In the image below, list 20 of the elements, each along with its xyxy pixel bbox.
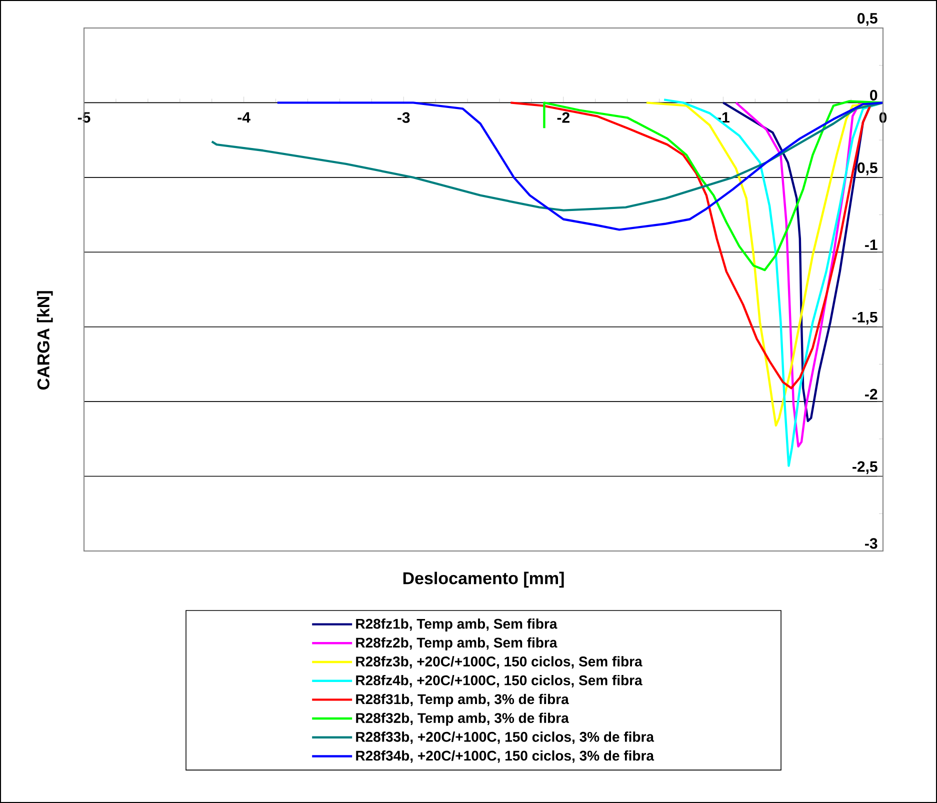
legend-label: R28f32b, Temp amb, 3% de fibra: [356, 712, 569, 726]
y-tick-label: 0,5: [858, 12, 878, 26]
y-tick-label: -1: [865, 240, 878, 250]
y-tick-label: 0: [870, 90, 878, 101]
y-tick-label: -2,5: [852, 461, 878, 474]
x-tick-label: -4: [238, 112, 250, 123]
x-axis-title: Deslocamento [mm]: [403, 572, 564, 588]
legend-label: R28fz2b, Temp amb, Sem fibra: [356, 637, 558, 650]
y-tick-label: -1,5: [852, 312, 878, 325]
legend-label: R28f34b, +20C/+100C, 150 ciclos, 3% de fibra: [356, 750, 654, 763]
legend-label: R28f31b, Temp amb, 3% de fibra: [356, 694, 569, 707]
legend-label: R28fz3b, +20C/+100C, 150 ciclos, Sem fibra: [356, 656, 642, 668]
x-tick-label: -2: [557, 112, 570, 123]
y-tick-label: -3: [865, 538, 878, 549]
y-tick-label: -2: [865, 388, 878, 400]
x-tick-label: -3: [398, 112, 410, 123]
legend-label: R28fz4b, +20C/+100C, 150 ciclos, Sem fibra: [356, 675, 642, 688]
y-axis-title: CARGA [kN]: [36, 291, 53, 390]
legend-label: R28fz1b, Temp amb, Sem fibra: [356, 618, 558, 632]
legend-label: R28f33b, +20C/+100C, 150 ciclos, 3% de fibra: [356, 732, 654, 744]
